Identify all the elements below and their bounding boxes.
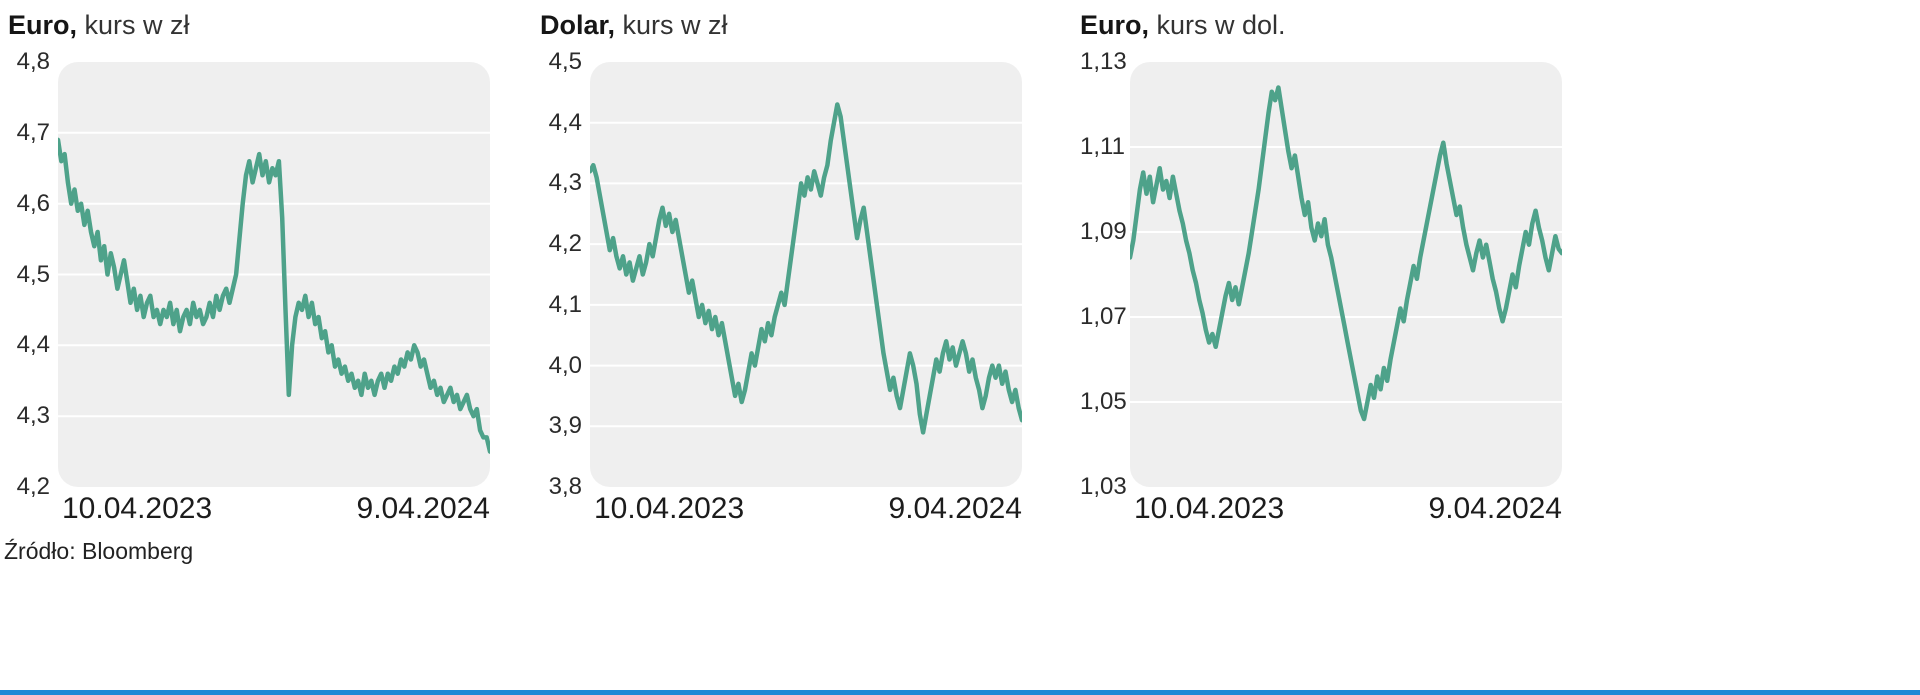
y-tick-label: 1,11	[1080, 133, 1125, 160]
y-tick-label: 1,05	[1080, 388, 1127, 415]
x-tick-end: 9.04.2024	[1428, 492, 1562, 525]
y-tick-label: 1,13	[1080, 48, 1127, 75]
chart-title-rest: kurs w zł	[615, 10, 728, 40]
y-tick-label: 3,9	[548, 412, 582, 440]
y-tick-label: 1,09	[1080, 218, 1127, 245]
chart-title-bold: Dolar,	[540, 10, 616, 40]
price-line-series	[58, 137, 490, 454]
x-axis: 10.04.2023 9.04.2024	[58, 492, 490, 526]
y-tick-label: 4,4	[16, 331, 50, 359]
x-tick-start: 10.04.2023	[62, 492, 213, 525]
y-tick-label: 4,5	[548, 48, 582, 75]
y-tick-label: 4,5	[16, 260, 50, 288]
x-tick-start: 10.04.2023	[1134, 492, 1285, 525]
y-tick-label: 4,3	[16, 402, 50, 430]
price-line-series	[590, 102, 1022, 435]
chart-title: Euro, kurs w zł	[8, 8, 490, 62]
chart-title-bold: Euro,	[8, 10, 78, 40]
source-credit: Źródło: Bloomberg	[4, 538, 194, 564]
chart-plot	[590, 62, 1022, 487]
footer-rule	[0, 690, 1920, 695]
y-tick-label: 3,8	[548, 473, 582, 500]
chart-panel-usd-pln: Dolar, kurs w zł 4,5 4,4 4,3 4,2 4,1 4,0 3,9 3,…	[540, 8, 1022, 526]
plot-area	[58, 62, 490, 487]
price-line-series	[1130, 85, 1562, 422]
plot-area	[1130, 62, 1562, 487]
chart-title-bold: Euro,	[1080, 10, 1150, 40]
chart-plot	[1130, 62, 1562, 487]
y-axis: 4,5 4,4 4,3 4,2 4,1 4,0 3,9 3,8	[540, 49, 586, 500]
y-axis: 1,13 1,11 1,09 1,07 1,05 1,03	[1080, 49, 1127, 500]
x-tick-start: 10.04.2023	[594, 492, 745, 525]
x-tick-end: 9.04.2024	[888, 492, 1022, 525]
chart-plot	[58, 62, 490, 487]
y-tick-label: 4,3	[548, 169, 582, 197]
y-tick-label: 4,2	[16, 473, 50, 500]
y-axis: 4,8 4,7 4,6 4,5 4,4 4,3 4,2	[8, 49, 54, 500]
y-tick-label: 4,8	[16, 48, 50, 75]
plot-area	[590, 62, 1022, 487]
chart-title-rest: kurs w dol.	[1149, 10, 1286, 40]
y-tick-label: 4,4	[548, 108, 582, 136]
y-tick-label: 4,2	[548, 230, 582, 258]
y-tick-label: 1,03	[1080, 473, 1127, 500]
x-axis: 10.04.2023 9.04.2024	[1130, 492, 1562, 526]
y-tick-label: 4,0	[548, 351, 582, 379]
y-tick-label: 4,6	[16, 189, 50, 217]
x-tick-end: 9.04.2024	[356, 492, 490, 525]
chart-title: Euro, kurs w dol.	[1080, 8, 1562, 62]
y-tick-label: 4,1	[548, 290, 582, 318]
chart-panel-eur-pln: Euro, kurs w zł 4,8 4,7 4,6 4,5 4,4 4,3 4,2 10…	[8, 8, 490, 526]
chart-title: Dolar, kurs w zł	[540, 8, 1022, 62]
chart-panel-eur-usd: Euro, kurs w dol. 1,13 1,11 1,09 1,07 1,05 1,…	[1080, 8, 1562, 526]
chart-title-rest: kurs w zł	[77, 10, 190, 40]
y-tick-label: 4,7	[16, 118, 50, 146]
y-tick-label: 1,07	[1080, 303, 1127, 330]
x-axis: 10.04.2023 9.04.2024	[590, 492, 1022, 526]
